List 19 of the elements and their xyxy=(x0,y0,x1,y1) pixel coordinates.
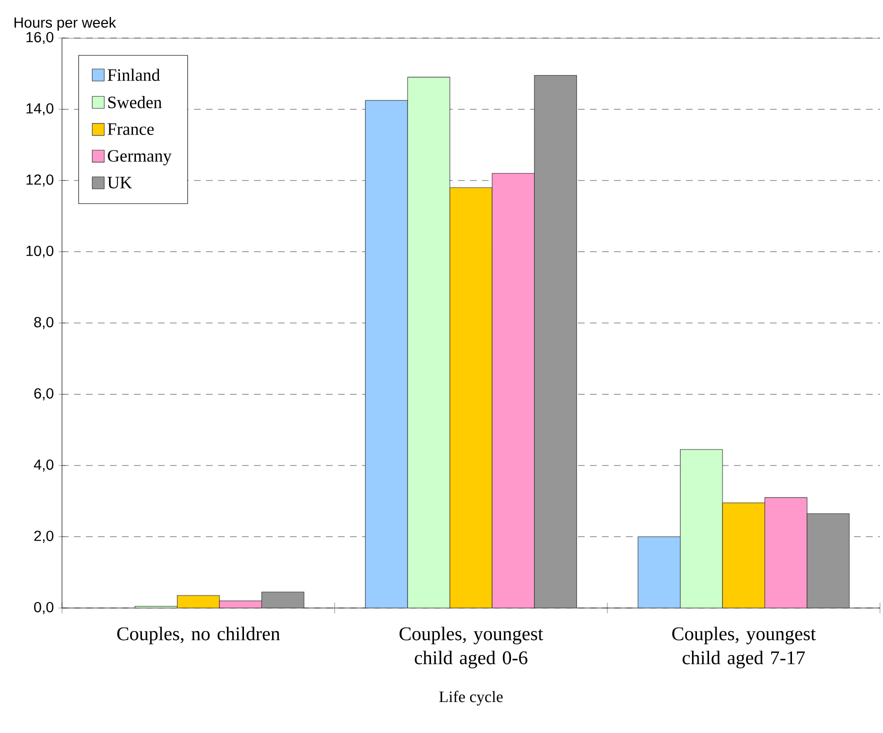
y-axis-title: Hours per week xyxy=(14,16,116,31)
x-tick-label: Couples, youngest child aged 7-17 xyxy=(672,626,816,668)
y-tick-label: 8,0 xyxy=(34,316,54,330)
y-tick-label: 2,0 xyxy=(34,530,54,543)
legend-label: UK xyxy=(108,176,132,188)
y-tick-label: 4,0 xyxy=(34,459,54,472)
y-tick-label: 14,0 xyxy=(26,103,54,116)
x-tick-label: Couples, youngest child aged 0-6 xyxy=(400,626,544,668)
x-tick-label: Couples, no children xyxy=(117,626,280,644)
legend-label: Germany xyxy=(108,150,172,166)
x-axis-title: Life cycle xyxy=(439,690,503,706)
y-tick-label: 0,0 xyxy=(34,602,54,614)
legend-label: Sweden xyxy=(108,96,162,108)
y-tick-label: 10,0 xyxy=(26,246,54,258)
legend-label: France xyxy=(108,123,154,135)
y-tick-label: 16,0 xyxy=(26,32,54,44)
legend-label: Finland xyxy=(108,68,160,81)
y-tick-label: 12,0 xyxy=(26,174,54,187)
y-tick-label: 6,0 xyxy=(34,388,54,400)
